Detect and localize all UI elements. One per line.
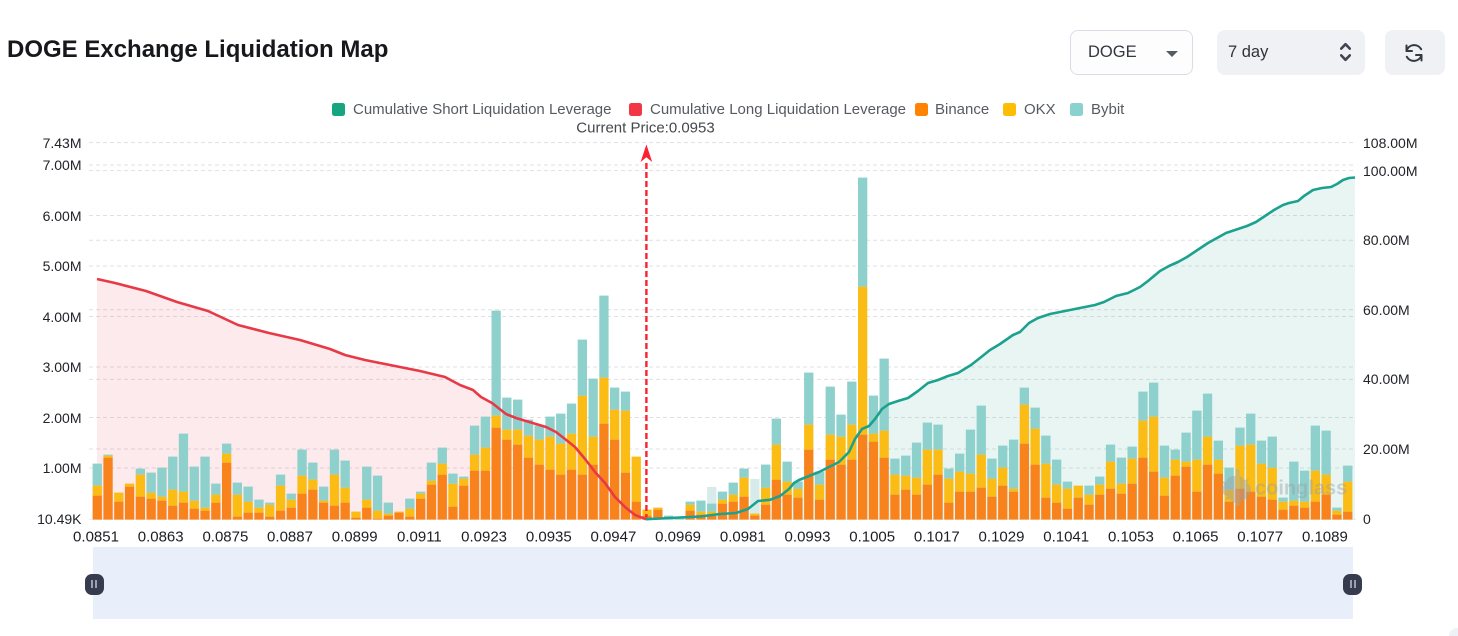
svg-text:coinglass: coinglass: [1255, 478, 1347, 500]
